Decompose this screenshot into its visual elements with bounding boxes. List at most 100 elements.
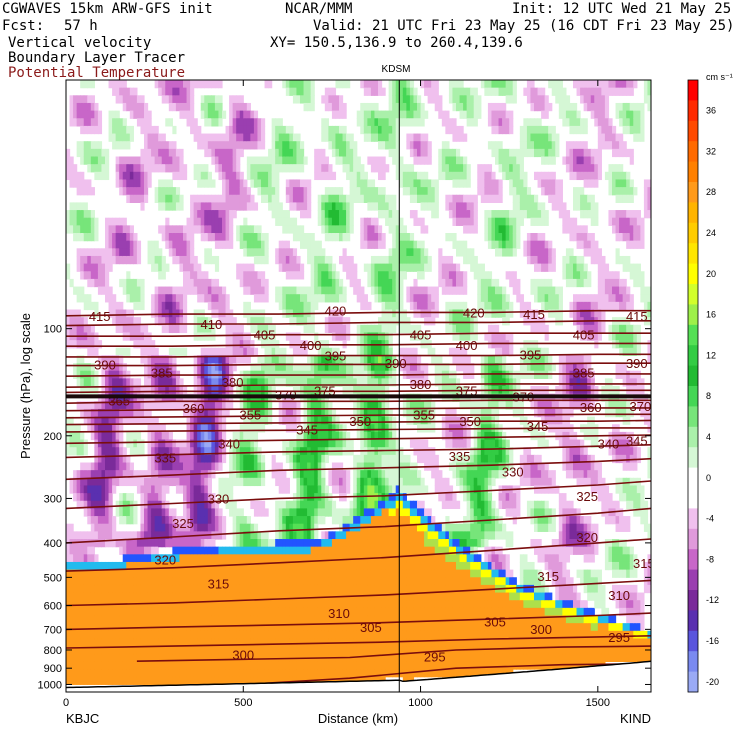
velocity-cell xyxy=(317,171,322,181)
velocity-cell xyxy=(250,623,255,632)
velocity-cell xyxy=(200,569,205,578)
velocity-cell xyxy=(136,294,142,303)
velocity-cell xyxy=(193,225,198,234)
velocity-cell xyxy=(158,577,163,586)
velocity-cell xyxy=(90,95,95,104)
velocity-cell xyxy=(292,531,298,540)
velocity-cell xyxy=(119,164,124,173)
velocity-cell xyxy=(257,653,262,662)
velocity-cell xyxy=(207,516,212,525)
velocity-cell xyxy=(317,263,322,272)
velocity-cell xyxy=(193,638,198,647)
velocity-cell xyxy=(225,179,230,188)
velocity-cell xyxy=(211,386,216,395)
velocity-cell xyxy=(363,416,368,425)
velocity-cell xyxy=(335,378,340,387)
velocity-cell xyxy=(236,661,241,670)
velocity-cell xyxy=(331,324,337,334)
velocity-cell xyxy=(321,118,326,127)
velocity-cell xyxy=(229,110,234,119)
velocity-cell xyxy=(204,477,209,487)
velocity-cell xyxy=(300,301,305,311)
velocity-cell xyxy=(253,561,259,571)
velocity-cell xyxy=(300,347,305,356)
velocity-cell xyxy=(76,431,81,441)
velocity-cell xyxy=(229,133,234,142)
velocity-cell xyxy=(193,669,198,678)
velocity-cell xyxy=(342,508,347,517)
velocity-cell xyxy=(285,225,290,234)
velocity-cell xyxy=(250,378,255,387)
velocity-cell xyxy=(183,164,188,173)
velocity-cell xyxy=(331,470,337,479)
velocity-cell xyxy=(168,156,173,165)
velocity-cell xyxy=(101,363,106,372)
velocity-cell xyxy=(356,294,361,303)
velocity-cell xyxy=(161,523,166,532)
velocity-cell xyxy=(356,110,361,119)
velocity-cell xyxy=(175,156,181,165)
velocity-cell xyxy=(239,454,244,464)
velocity-cell xyxy=(264,378,269,387)
velocity-cell xyxy=(133,577,138,586)
velocity-cell xyxy=(179,661,184,670)
velocity-cell xyxy=(211,294,216,303)
velocity-cell xyxy=(346,164,351,173)
velocity-cell xyxy=(229,638,234,647)
velocity-cell xyxy=(133,584,138,594)
velocity-cell xyxy=(289,661,294,670)
velocity-cell xyxy=(303,607,308,617)
velocity-cell xyxy=(211,133,216,142)
velocity-cell xyxy=(349,615,354,624)
velocity-cell xyxy=(239,477,244,487)
velocity-cell xyxy=(321,286,326,295)
velocity-cell xyxy=(179,378,184,387)
velocity-cell xyxy=(122,554,127,563)
velocity-cell xyxy=(94,653,99,662)
velocity-cell xyxy=(285,133,290,142)
velocity-cell xyxy=(268,615,273,624)
velocity-cell xyxy=(232,669,237,678)
velocity-cell xyxy=(126,225,131,234)
velocity-cell xyxy=(73,225,78,234)
velocity-cell xyxy=(83,676,88,685)
velocity-cell xyxy=(239,462,244,471)
velocity-cell xyxy=(321,156,326,165)
velocity-cell xyxy=(314,378,319,387)
velocity-cell xyxy=(69,164,74,173)
velocity-cell xyxy=(236,95,241,104)
velocity-cell xyxy=(179,539,184,548)
velocity-cell xyxy=(214,546,220,555)
velocity-cell xyxy=(275,592,280,601)
velocity-cell xyxy=(133,378,138,387)
velocity-cell xyxy=(360,630,365,640)
velocity-cell xyxy=(339,355,344,364)
velocity-cell xyxy=(129,102,134,112)
velocity-cell xyxy=(175,386,181,395)
velocity-cell xyxy=(339,210,344,219)
velocity-cell xyxy=(349,378,354,387)
velocity-cell xyxy=(324,378,329,387)
velocity-cell xyxy=(154,125,159,135)
velocity-cell xyxy=(115,370,120,379)
velocity-cell xyxy=(119,386,124,395)
velocity-cell xyxy=(204,141,209,150)
velocity-cell xyxy=(275,539,280,548)
velocity-cell xyxy=(236,179,241,188)
velocity-cell xyxy=(83,485,88,494)
velocity-cell xyxy=(296,523,301,532)
velocity-cell xyxy=(225,217,230,226)
velocity-cell xyxy=(183,347,188,356)
velocity-cell xyxy=(112,355,117,364)
velocity-cell xyxy=(246,607,251,617)
velocity-cell xyxy=(183,508,188,517)
velocity-cell xyxy=(200,493,205,502)
velocity-cell xyxy=(136,194,142,203)
velocity-cell xyxy=(363,378,368,387)
velocity-cell xyxy=(172,255,177,265)
velocity-cell xyxy=(317,615,322,624)
velocity-cell xyxy=(310,80,315,89)
velocity-cell xyxy=(126,95,131,104)
velocity-cell xyxy=(66,424,71,433)
velocity-cell xyxy=(250,194,255,203)
